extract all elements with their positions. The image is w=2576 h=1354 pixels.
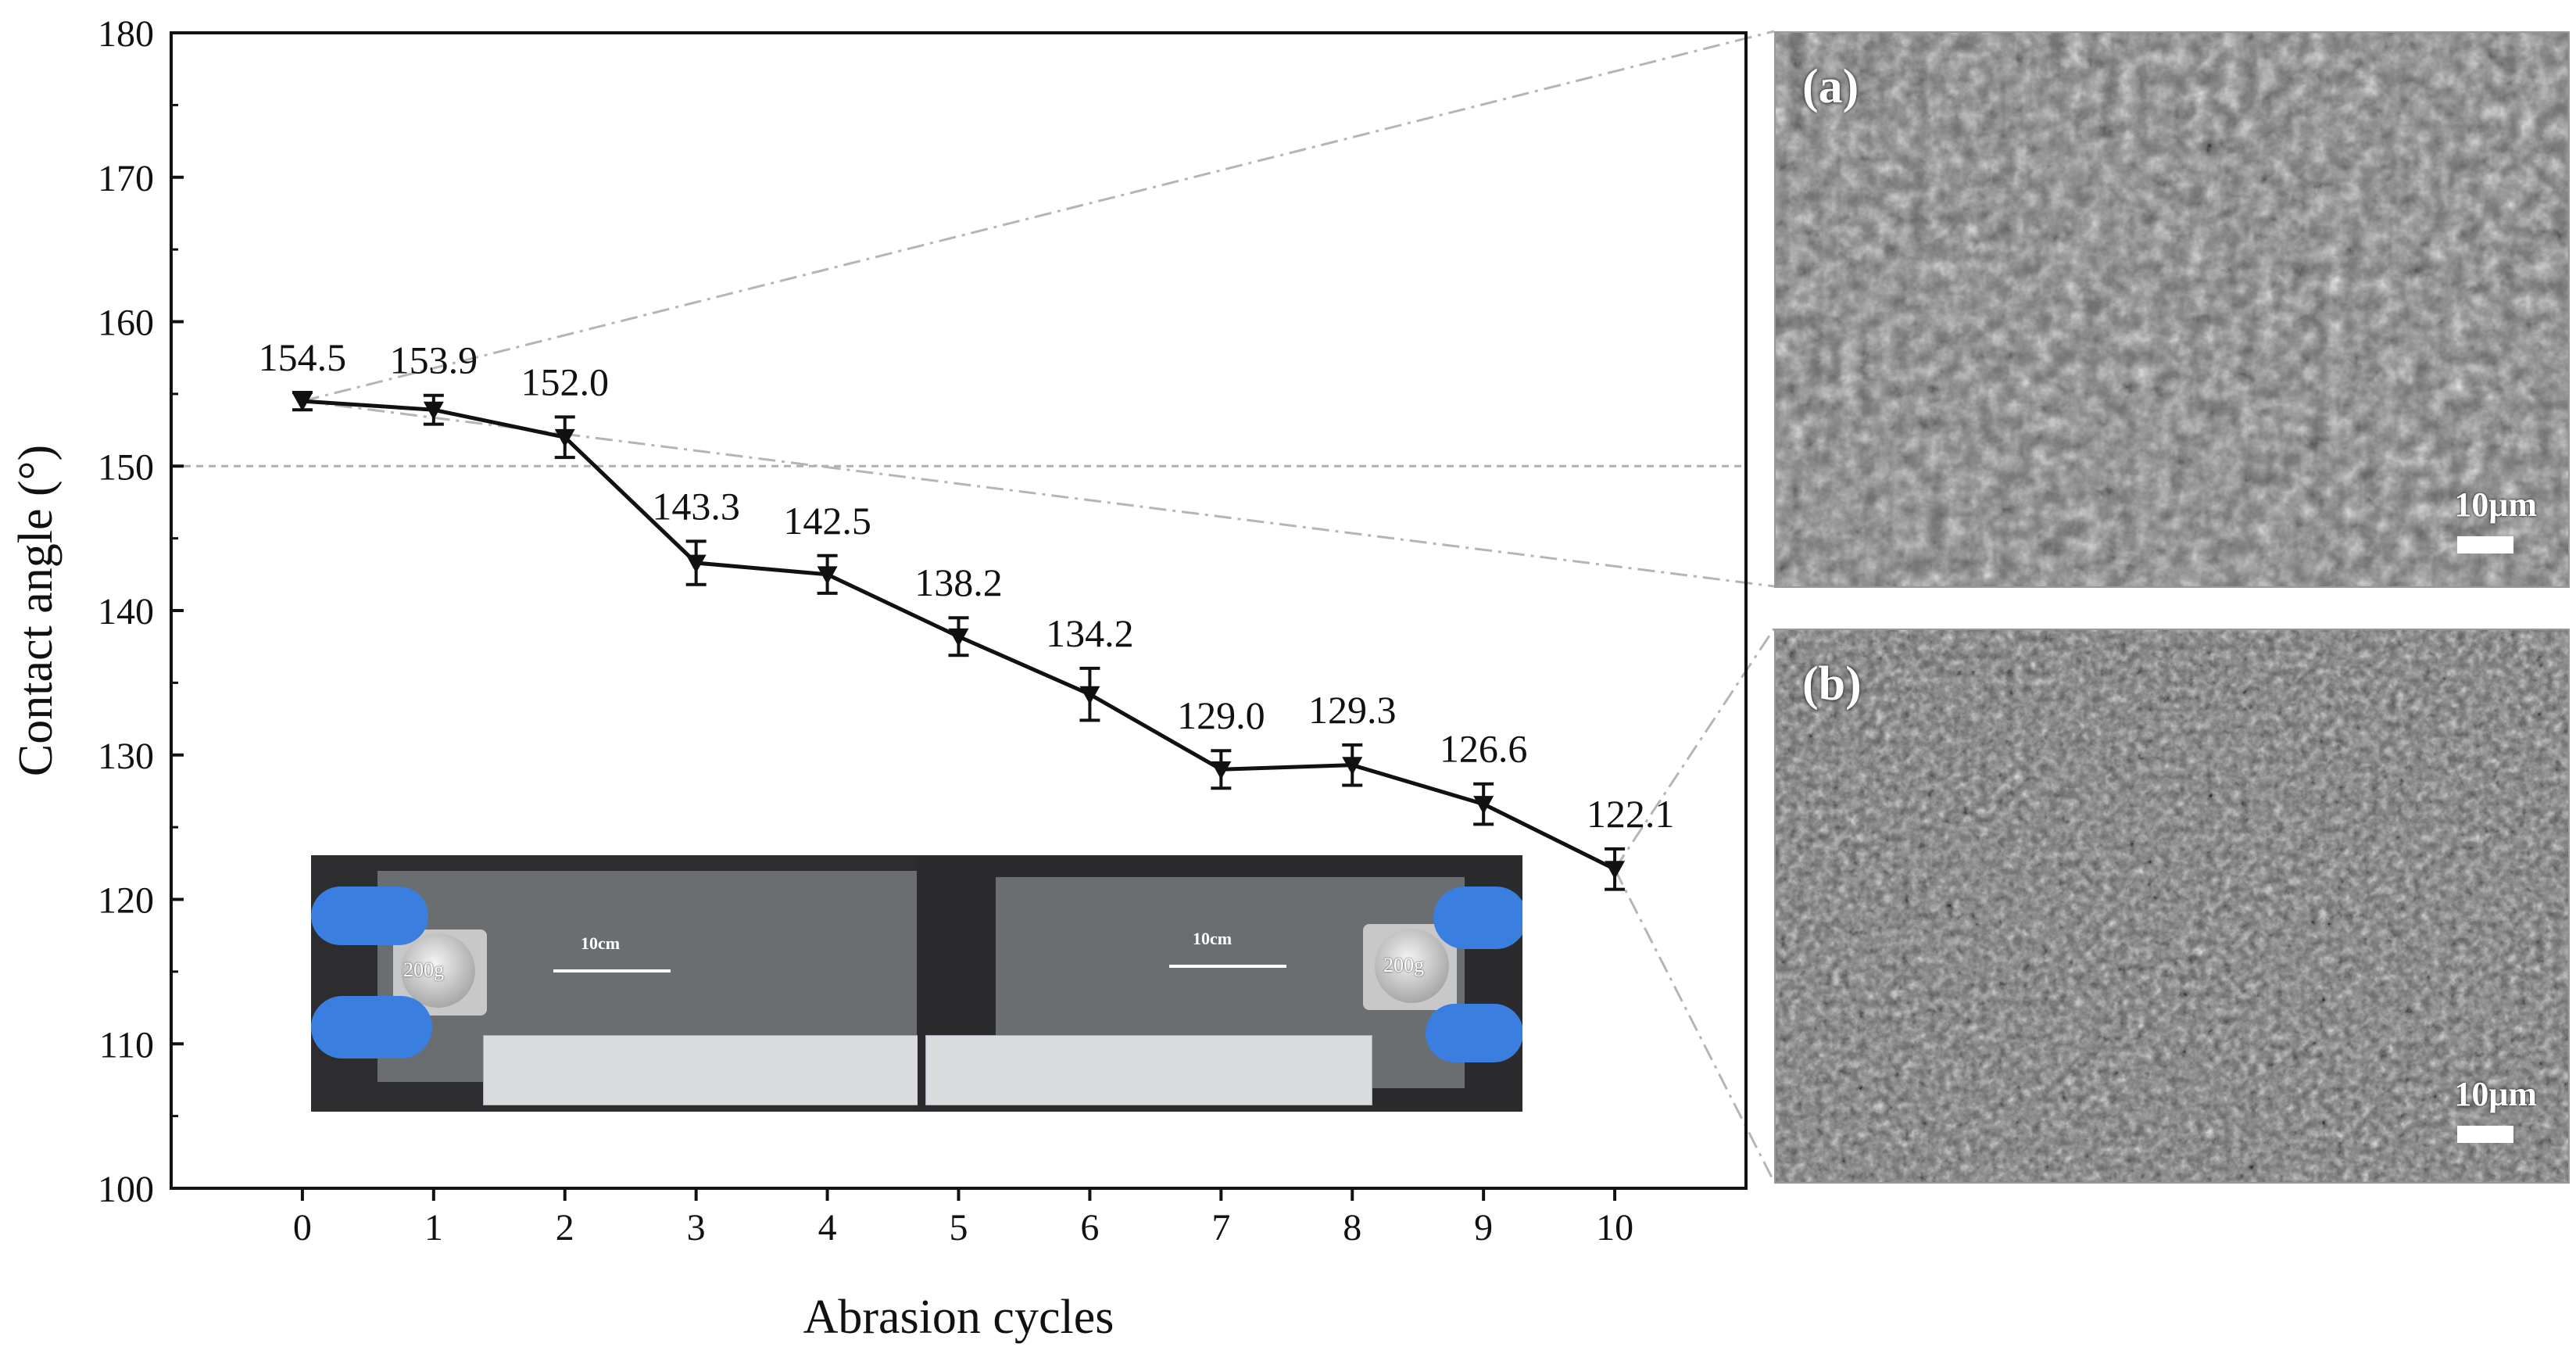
data-series: 154.5 153.9 152.0 143.3 142.5 138.2 134.2 129.0… bbox=[259, 335, 1675, 891]
zoom-guides bbox=[302, 30, 1776, 1183]
weight-top-left bbox=[401, 933, 475, 1008]
weight-label-left: 200g bbox=[403, 958, 444, 981]
data-point-marker bbox=[1605, 861, 1626, 879]
x-tick-label: 0 bbox=[293, 1207, 312, 1248]
y-tick-label: 170 bbox=[98, 158, 154, 199]
y-tick-label: 160 bbox=[98, 303, 154, 344]
glove-right-lower bbox=[1426, 1004, 1522, 1062]
data-value-label: 142.5 bbox=[783, 499, 871, 543]
guide-line-b-top bbox=[1613, 628, 1776, 870]
data-value-label: 129.3 bbox=[1308, 688, 1397, 732]
data-point-marker bbox=[948, 628, 969, 647]
data-value-label: 129.0 bbox=[1177, 693, 1265, 737]
scale-bar-a bbox=[2457, 536, 2513, 553]
sem-image-a bbox=[1774, 31, 2568, 586]
photo-left: 200g 10cm bbox=[311, 855, 922, 1112]
data-point-marker bbox=[817, 566, 838, 585]
sem-panel-a: (a) 10μm bbox=[1774, 31, 2570, 588]
abrasion-photo-inset: 200g 10cm 200g 10cm bbox=[311, 855, 1522, 1112]
data-point-marker bbox=[1079, 686, 1100, 705]
data-point-marker bbox=[685, 554, 707, 574]
data-point-marker bbox=[554, 428, 575, 448]
scale-bar-text-b: 10μm bbox=[2454, 1075, 2537, 1113]
photo-right: 200g 10cm bbox=[918, 855, 1522, 1112]
ruler-right bbox=[925, 1035, 1372, 1105]
x-tick-label: 7 bbox=[1211, 1207, 1230, 1248]
panel-label-a: (a) bbox=[1802, 60, 1859, 113]
plot-area: 100 110 120 130 140 150 160 170 180 0 1 2 3 4 5 6 7 8 9 10 A… bbox=[9, 13, 1776, 1344]
y-tick-label: 130 bbox=[98, 736, 154, 777]
data-point-marker bbox=[292, 392, 313, 412]
glove-left-lower bbox=[311, 996, 432, 1058]
axes: 100 110 120 130 140 150 160 170 180 0 1 2 3 4 5 6 7 8 9 10 A… bbox=[9, 13, 1748, 1344]
x-tick-label: 2 bbox=[556, 1207, 574, 1248]
data-value-label: 154.5 bbox=[259, 335, 347, 379]
y-axis-label: Contact angle (°) bbox=[9, 445, 63, 776]
sem-image-b bbox=[1774, 629, 2568, 1182]
distance-label-left: 10cm bbox=[581, 933, 621, 953]
x-tick-label: 8 bbox=[1343, 1207, 1361, 1248]
data-value-label: 126.6 bbox=[1440, 727, 1528, 771]
data-point-marker bbox=[1473, 796, 1494, 815]
arrow-left bbox=[1169, 965, 1286, 968]
x-tick-label: 1 bbox=[424, 1207, 443, 1248]
data-point-marker bbox=[423, 401, 444, 421]
weight-label-right: 200g bbox=[1383, 954, 1424, 976]
data-value-label: 138.2 bbox=[914, 561, 1003, 604]
y-tick-label: 150 bbox=[98, 446, 154, 488]
y-tick-label: 140 bbox=[98, 591, 154, 632]
x-tick-label: 3 bbox=[687, 1207, 706, 1248]
sem-panel-b: (b) 10μm bbox=[1774, 629, 2570, 1184]
x-axis-label: Abrasion cycles bbox=[803, 1291, 1114, 1344]
data-value-label: 152.0 bbox=[521, 360, 610, 403]
x-tick-label: 9 bbox=[1474, 1207, 1493, 1248]
data-value-label: 153.9 bbox=[390, 338, 478, 382]
y-tick-label: 180 bbox=[98, 13, 154, 55]
y-tick-label: 120 bbox=[98, 880, 154, 922]
data-point-marker bbox=[1342, 757, 1363, 776]
arrow-right bbox=[553, 969, 671, 973]
guide-line-b-bottom bbox=[1613, 869, 1776, 1183]
data-value-label: 134.2 bbox=[1046, 611, 1134, 655]
ruler-left bbox=[483, 1035, 922, 1105]
x-tick-label: 4 bbox=[818, 1207, 837, 1248]
scale-bar-text-a: 10μm bbox=[2454, 485, 2537, 524]
guide-line-a-top bbox=[302, 30, 1775, 403]
y-tick-label: 110 bbox=[99, 1024, 154, 1066]
data-point-marker bbox=[1211, 761, 1232, 780]
distance-label-right: 10cm bbox=[1193, 929, 1233, 948]
scale-bar-b bbox=[2457, 1126, 2513, 1143]
data-value-label: 143.3 bbox=[652, 484, 740, 528]
data-value-label: 122.1 bbox=[1587, 792, 1675, 836]
glove-left-upper bbox=[311, 887, 428, 945]
panel-label-b: (b) bbox=[1802, 657, 1862, 711]
x-tick-label: 10 bbox=[1596, 1207, 1633, 1248]
x-tick-label: 6 bbox=[1080, 1207, 1099, 1248]
weight-top-right bbox=[1375, 929, 1449, 1003]
glove-right-upper bbox=[1433, 887, 1522, 949]
x-tick-label: 5 bbox=[950, 1207, 968, 1248]
y-tick-label: 100 bbox=[98, 1169, 154, 1210]
